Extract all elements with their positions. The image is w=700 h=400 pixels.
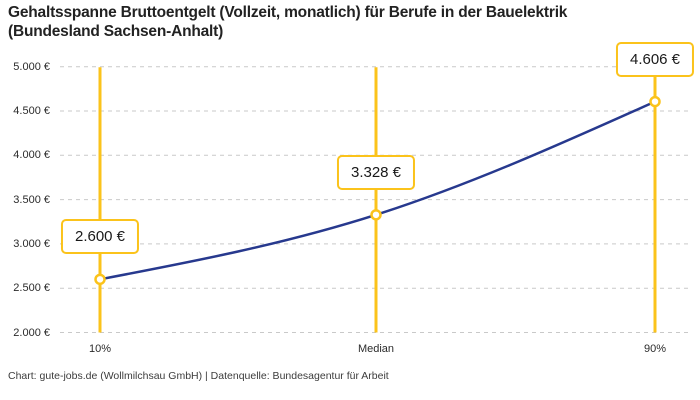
data-point-marker [649,95,661,108]
y-tick-label: 3.500 € [13,193,50,206]
chart-title-line-1: Gehaltsspanne Bruttoentgelt (Vollzeit, m… [8,4,568,21]
y-tick-label: 2.500 € [13,282,50,295]
value-label-median: 3.328 € [336,154,416,190]
y-tick-label: 4.500 € [13,105,50,117]
value-label-p10: 2.600 € [60,219,140,255]
value-label-p90: 4.606 € [615,41,695,77]
data-point-marker [370,209,382,221]
chart-title: Gehaltsspanne Bruttoentgelt (Vollzeit, m… [8,3,678,41]
data-point-marker [94,273,106,286]
attribution-footer: Chart: gute-jobs.de (Wollmilchsau GmbH) … [8,370,389,382]
y-tick-label: 2.000 € [13,326,50,339]
x-tick-label: 10% [88,343,112,355]
y-tick-label: 3.000 € [13,237,50,250]
x-tick-label: Median [357,343,395,355]
x-tick-label: 90% [643,343,667,355]
y-tick-label: 5.000 € [13,60,50,73]
y-tick-label: 4.000 € [13,149,50,162]
chart-title-line-2: (Bundesland Sachsen-Anhalt) [8,23,224,40]
